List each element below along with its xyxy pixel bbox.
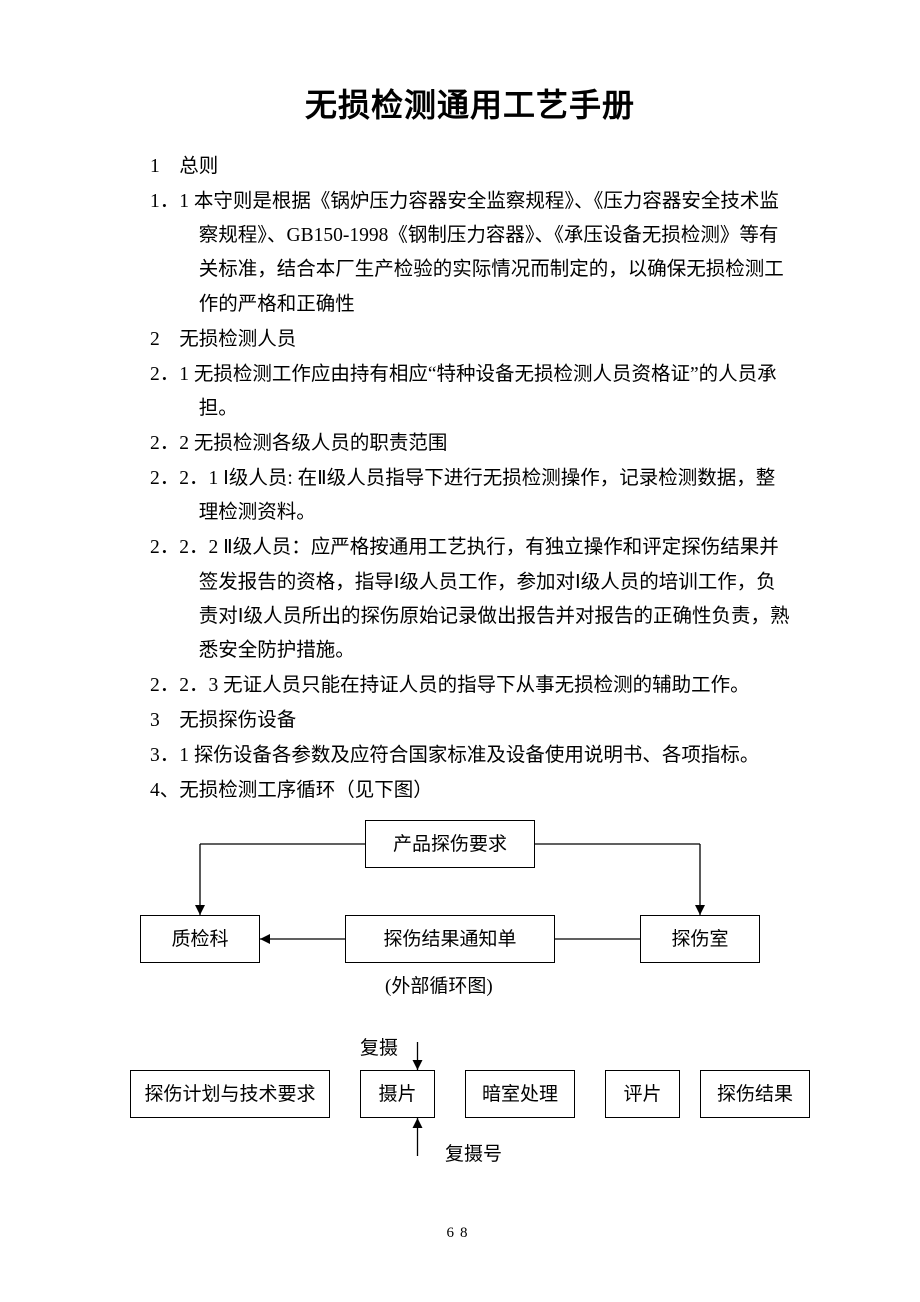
flow1-top-box: 产品探伤要求	[365, 820, 535, 868]
section-2-2-3: 2．2．3 无证人员只能在持证人员的指导下从事无损检测的辅助工作。	[150, 669, 790, 703]
flowchart-container: 产品探伤要求质检科探伤结果通知单探伤室(外部循环图)探伤计划与技术要求摄片暗室处…	[140, 820, 780, 1240]
flowchart-lines	[140, 820, 780, 1240]
section-4: 4、无损检测工序循环（见下图）	[150, 774, 790, 808]
section-2: 2 无损检测人员	[150, 323, 790, 357]
section-2-2: 2．2 无损检测各级人员的职责范围	[150, 427, 790, 461]
flow2-toplabel: 复摄	[360, 1032, 398, 1065]
section-3-1: 3．1 探伤设备各参数及应符合国家标准及设备使用说明书、各项指标。	[150, 739, 790, 773]
flow1-caption: (外部循环图)	[385, 970, 493, 1003]
flow1-left-box: 质检科	[140, 915, 260, 963]
section-1: 1 总则	[150, 150, 790, 184]
flow2-b5: 探伤结果	[700, 1070, 810, 1118]
section-2-2-2: 2．2．2 Ⅱ级人员：应严格按通用工艺执行，有独立操作和评定探伤结果并签发报告的…	[150, 531, 790, 668]
page-number: 68	[0, 1225, 920, 1242]
flow2-b3: 暗室处理	[465, 1070, 575, 1118]
flow1-right-box: 探伤室	[640, 915, 760, 963]
flow1-mid-box: 探伤结果通知单	[345, 915, 555, 963]
section-2-1: 2．1 无损检测工作应由持有相应“特种设备无损检测人员资格证”的人员承担。	[150, 358, 790, 426]
flow2-botlabel: 复摄号	[445, 1138, 502, 1171]
flow2-b4: 评片	[605, 1070, 680, 1118]
flow2-b2: 摄片	[360, 1070, 435, 1118]
section-1-1: 1．1 本守则是根据《锅炉压力容器安全监察规程》、《压力容器安全技术监察规程》、…	[150, 185, 790, 322]
section-2-2-1: 2．2．1 Ⅰ级人员: 在Ⅱ级人员指导下进行无损检测操作，记录检测数据，整理检测…	[150, 462, 790, 530]
page-title: 无损检测通用工艺手册	[150, 80, 790, 126]
flow2-b1: 探伤计划与技术要求	[130, 1070, 330, 1118]
body-content: 1 总则 1．1 本守则是根据《锅炉压力容器安全监察规程》、《压力容器安全技术监…	[150, 150, 790, 1240]
section-3: 3 无损探伤设备	[150, 704, 790, 738]
